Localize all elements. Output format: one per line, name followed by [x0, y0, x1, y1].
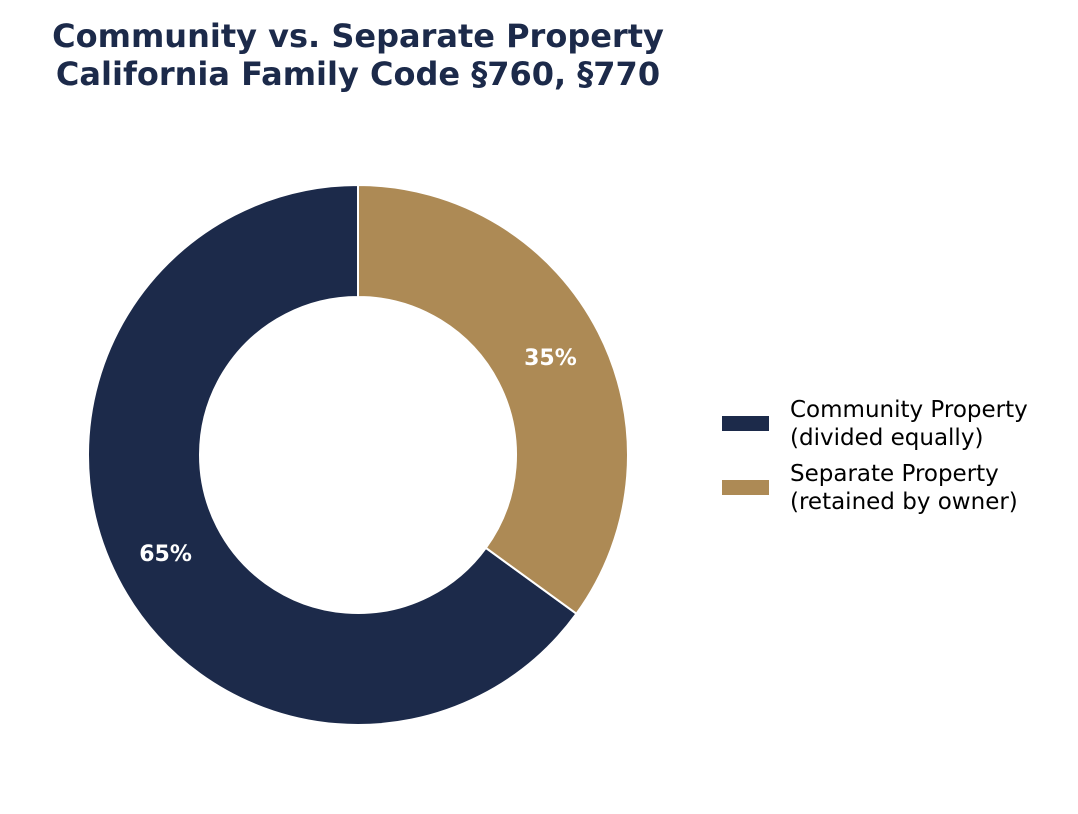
- legend-label: Separate Property: [790, 461, 999, 487]
- donut-slice: [357, 183, 629, 616]
- slice-percent-label: 65%: [139, 542, 192, 567]
- legend-swatch: [722, 480, 769, 495]
- legend: Community Property(divided equally) Separ…: [722, 397, 1028, 515]
- chart-title-line-2: California Family Code §760, §770: [56, 55, 660, 93]
- legend-label: (retained by owner): [790, 489, 1018, 515]
- legend-swatch: [722, 416, 769, 431]
- legend-label: (divided equally): [790, 425, 983, 451]
- legend-label: Community Property: [790, 397, 1028, 423]
- chart-title-line-1: Community vs. Separate Property: [52, 17, 664, 55]
- slice-labels: 65% 35%: [139, 346, 577, 567]
- donut-slice: [87, 183, 578, 726]
- chart-title: Community vs. Separate Property Californ…: [52, 17, 664, 93]
- slice-percent-label: 35%: [524, 346, 577, 371]
- donut-slices: [87, 183, 629, 726]
